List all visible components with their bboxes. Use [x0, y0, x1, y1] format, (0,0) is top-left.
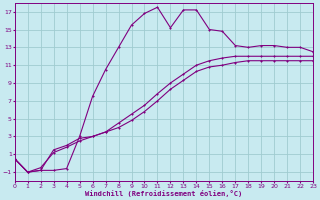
X-axis label: Windchill (Refroidissement éolien,°C): Windchill (Refroidissement éolien,°C) [85, 190, 243, 197]
